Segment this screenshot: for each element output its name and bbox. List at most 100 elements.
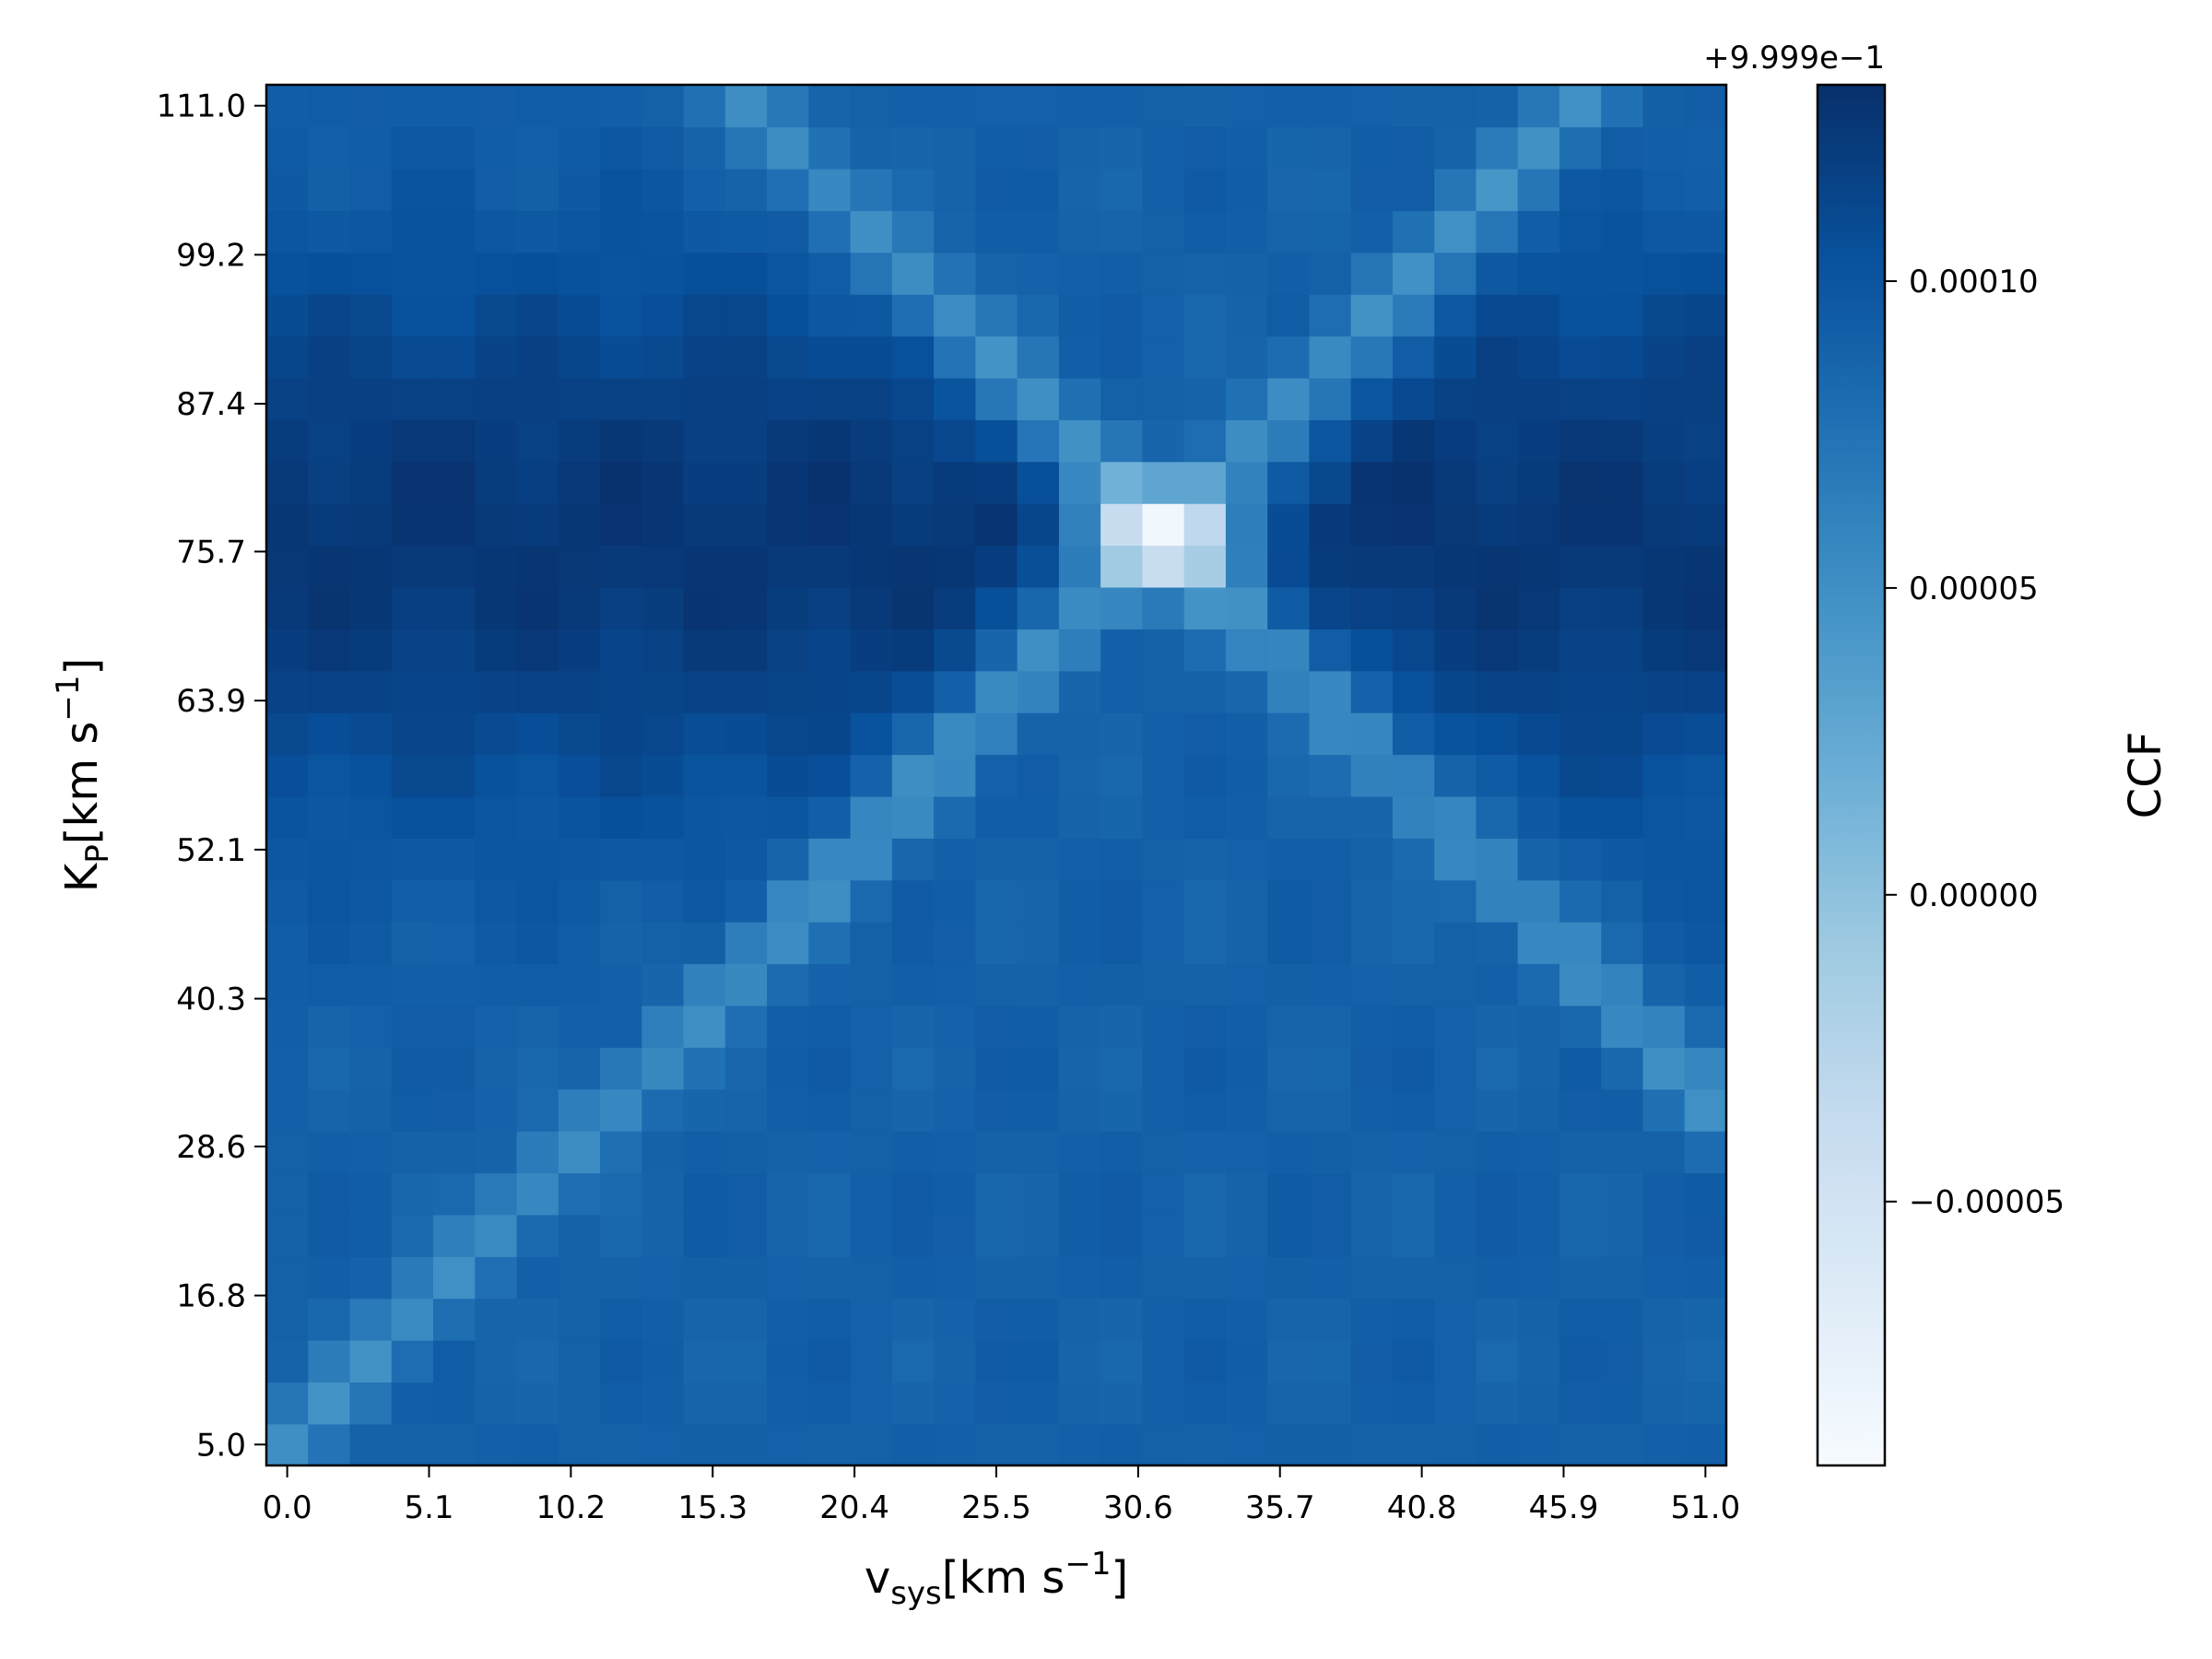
heatmap-cell	[1559, 1172, 1603, 1216]
heatmap-cell	[724, 1088, 768, 1132]
heatmap-cell	[308, 210, 351, 253]
heatmap-cell	[266, 838, 310, 881]
y-tick-label: 111.0	[157, 88, 246, 125]
heatmap	[266, 85, 1727, 1466]
heatmap-cell	[349, 1005, 393, 1048]
heatmap-cell	[391, 1382, 434, 1425]
heatmap-cell	[1476, 377, 1519, 420]
heatmap-cell	[391, 963, 434, 1006]
heatmap-cell	[641, 795, 685, 839]
heatmap-cell	[934, 712, 977, 756]
heatmap-cell	[1058, 670, 1101, 713]
heatmap-cell	[1267, 838, 1311, 881]
heatmap-cell	[1434, 210, 1477, 253]
heatmap-cell	[724, 1256, 768, 1300]
heatmap-cell	[516, 754, 559, 797]
heatmap-cell	[1142, 1005, 1185, 1048]
heatmap-cell	[1684, 1047, 1727, 1090]
heatmap-cell	[1058, 461, 1101, 504]
colorbar-tick-label: −0.00005	[1909, 1184, 2065, 1221]
heatmap-cell	[308, 419, 351, 463]
heatmap-cell	[1559, 377, 1603, 420]
x-tick-label: 30.6	[1103, 1489, 1173, 1526]
heatmap-cell	[1100, 1423, 1144, 1466]
heatmap-cell	[266, 1214, 310, 1257]
heatmap-cell	[1225, 586, 1268, 629]
heatmap-cell	[1601, 335, 1644, 379]
heatmap-cell	[1601, 1382, 1644, 1425]
heatmap-cell	[349, 1088, 393, 1132]
heatmap-cell	[391, 545, 434, 588]
heatmap-cell	[266, 795, 310, 839]
heatmap-cell	[1601, 838, 1644, 881]
heatmap-cell	[1225, 879, 1268, 923]
heatmap-cell	[1142, 461, 1185, 504]
heatmap-cell	[1225, 1047, 1268, 1090]
heatmap-cell	[308, 838, 351, 881]
heatmap-cell	[516, 1047, 559, 1090]
colorbar	[1816, 83, 1887, 1467]
heatmap-cell	[558, 545, 601, 588]
x-tick-label: 5.1	[404, 1489, 453, 1526]
heatmap-cell	[1225, 712, 1268, 756]
heatmap-cell	[975, 1005, 1018, 1048]
heatmap-cell	[641, 168, 685, 211]
heatmap-cell	[558, 1423, 601, 1466]
heatmap-cell	[850, 712, 893, 756]
colorbar-ticks: −0.00005 0.00000 0.00005 0.00010	[1885, 264, 2065, 1221]
heatmap-cell	[475, 795, 518, 839]
heatmap-cell	[1267, 168, 1311, 211]
heatmap-cell	[850, 1088, 893, 1132]
heatmap-cell	[558, 1382, 601, 1425]
heatmap-cell	[475, 502, 518, 547]
heatmap-cell	[433, 335, 477, 379]
heatmap-cell	[308, 1214, 351, 1257]
heatmap-cell	[349, 545, 393, 588]
heatmap-cell	[1225, 1339, 1268, 1383]
heatmap-cell	[1183, 1172, 1227, 1216]
heatmap-cell	[558, 712, 601, 756]
heatmap-cell	[891, 85, 935, 128]
heatmap-cell	[600, 586, 643, 629]
heatmap-cell	[1183, 1130, 1227, 1174]
heatmap-cell	[1309, 461, 1352, 504]
heatmap-cell	[641, 545, 685, 588]
heatmap-cell	[475, 754, 518, 797]
heatmap-cell	[266, 461, 310, 504]
heatmap-cell	[808, 1382, 852, 1425]
heatmap-cell	[891, 712, 935, 756]
heatmap-cell	[683, 1382, 726, 1425]
heatmap-cell	[1350, 1339, 1394, 1383]
heatmap-cell	[808, 168, 852, 211]
heatmap-cell	[475, 126, 518, 170]
heatmap-cell	[683, 1298, 726, 1341]
heatmap-cell	[1058, 795, 1101, 839]
heatmap-cell	[1017, 1047, 1060, 1090]
heatmap-cell	[1142, 838, 1185, 881]
heatmap-cell	[433, 670, 477, 713]
heatmap-cell	[641, 210, 685, 253]
heatmap-cell	[308, 1088, 351, 1132]
heatmap-cell	[1434, 126, 1477, 170]
heatmap-cell	[1058, 1130, 1101, 1174]
heatmap-cell	[349, 1130, 393, 1174]
heatmap-cell	[1267, 795, 1311, 839]
x-tick-label: 0.0	[263, 1489, 312, 1526]
heatmap-cell	[891, 670, 935, 713]
heatmap-cell	[683, 293, 726, 337]
heatmap-cell	[1142, 419, 1185, 463]
heatmap-cell	[850, 1005, 893, 1048]
heatmap-cell	[891, 293, 935, 337]
heatmap-cell	[724, 1172, 768, 1216]
heatmap-cell	[475, 629, 518, 672]
heatmap-cell	[1434, 461, 1477, 504]
heatmap-cell	[1267, 1382, 1311, 1425]
heatmap-cell	[934, 838, 977, 881]
heatmap-cell	[1309, 1382, 1352, 1425]
heatmap-cell	[391, 85, 434, 128]
heatmap-cell	[391, 168, 434, 211]
heatmap-cell	[308, 670, 351, 713]
heatmap-cell	[1392, 1382, 1435, 1425]
heatmap-cell	[1434, 795, 1477, 839]
heatmap-cell	[516, 712, 559, 756]
